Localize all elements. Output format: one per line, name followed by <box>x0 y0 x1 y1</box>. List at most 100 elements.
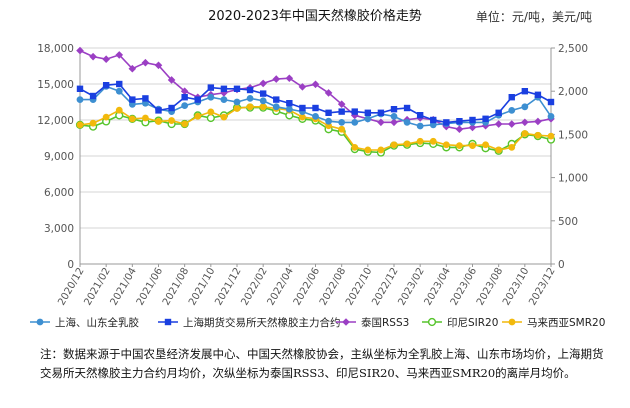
data-point <box>337 100 346 108</box>
footnote: 注：数据来源于中国农垦经济发展中心、中国天然橡胶协会，主纵坐标为全乳胶上海、山东… <box>40 347 604 380</box>
data-point <box>364 115 372 123</box>
data-point <box>285 105 293 113</box>
y-right-tick-label: 0 <box>558 259 565 271</box>
data-point <box>259 103 267 111</box>
x-tick-label: 2023/12 <box>527 266 557 307</box>
legend-item: 印尼SIR20 <box>422 317 498 329</box>
data-point <box>76 121 84 129</box>
data-point <box>168 104 175 112</box>
data-point <box>285 74 294 83</box>
data-point <box>233 85 241 92</box>
data-point <box>508 107 516 114</box>
y-right-tick-label: 1,500 <box>558 129 588 141</box>
data-point <box>272 103 280 111</box>
data-point <box>377 109 385 116</box>
data-point <box>194 112 202 120</box>
legend-marker <box>427 317 437 327</box>
data-point <box>181 102 189 109</box>
data-point <box>508 94 515 101</box>
data-point <box>521 88 529 95</box>
y-right-tick-label: 1,000 <box>558 173 588 185</box>
data-point <box>259 90 267 97</box>
data-point <box>534 117 542 126</box>
data-point <box>495 146 503 154</box>
data-point <box>442 141 450 149</box>
data-point <box>456 142 463 150</box>
data-point <box>206 113 215 123</box>
data-point <box>142 95 149 102</box>
data-point <box>547 132 555 140</box>
data-point <box>338 119 346 126</box>
data-point <box>338 125 346 133</box>
legend-marker <box>36 318 44 326</box>
y-left-tick-label: 12,000 <box>37 115 74 127</box>
data-point <box>155 107 162 114</box>
series-layer <box>75 46 556 157</box>
legend-item: 马来西亚SMR20 <box>502 317 605 329</box>
y-left-tick-label: 9,000 <box>44 151 74 163</box>
data-point <box>312 113 319 120</box>
data-point <box>390 118 398 127</box>
data-point <box>115 87 123 95</box>
series-4 <box>75 103 556 157</box>
data-point <box>76 46 84 55</box>
data-point <box>482 141 489 149</box>
data-point <box>89 52 97 61</box>
legend-marker <box>508 318 516 326</box>
legend-label: 上海、山东全乳胶 <box>55 316 139 329</box>
data-point <box>547 98 555 106</box>
legend-label: 泰国RSS3 <box>361 316 409 329</box>
y-left-tick-label: 3,000 <box>44 223 74 235</box>
data-point <box>116 80 123 88</box>
data-point <box>246 103 254 111</box>
data-point <box>167 76 176 84</box>
data-point <box>351 119 359 126</box>
data-point <box>468 123 477 132</box>
chart-canvas: 2020-2023年中国天然橡胶价格走势 单位：元/吨，美元/吨 0 3,000 6… <box>30 8 605 329</box>
data-point <box>416 122 424 130</box>
data-point <box>430 116 437 124</box>
data-point <box>128 115 136 123</box>
data-point <box>259 79 267 88</box>
y-left-tick-label: 6,000 <box>44 187 74 199</box>
series-2 <box>76 80 555 126</box>
data-point <box>207 108 215 116</box>
legend-label: 马来西亚SMR20 <box>527 317 605 329</box>
data-point <box>220 96 228 103</box>
data-point <box>207 93 215 101</box>
data-point <box>180 87 189 95</box>
data-point <box>325 109 332 116</box>
data-point <box>364 146 372 154</box>
data-point <box>220 113 228 121</box>
data-point <box>76 85 84 92</box>
data-point <box>534 91 542 98</box>
data-point <box>115 106 123 114</box>
data-point <box>181 94 188 101</box>
data-point <box>469 142 476 150</box>
data-point <box>129 96 136 103</box>
data-point <box>364 109 372 116</box>
data-point <box>259 97 267 105</box>
data-point <box>390 113 398 120</box>
data-point <box>155 118 162 125</box>
data-point <box>286 100 293 107</box>
data-point <box>443 119 450 126</box>
data-point <box>547 113 555 120</box>
y-left-tick-label: 18,000 <box>37 43 74 55</box>
legend: 上海、山东全乳胶 上海期货交易所天然橡胶主力合约 泰国RSS3 印尼SIR20 马来西亚… <box>30 316 605 329</box>
data-point <box>390 141 398 149</box>
data-point <box>168 117 175 124</box>
y-left-tick-label: 0 <box>67 259 74 271</box>
data-point <box>377 146 385 154</box>
data-point <box>324 89 333 97</box>
data-point <box>508 143 516 151</box>
data-point <box>416 112 424 119</box>
data-point <box>207 84 215 91</box>
data-point <box>377 118 385 127</box>
legend-label: 上海期货交易所天然橡胶主力合约 <box>183 316 341 329</box>
y-right-tick-label: 2,500 <box>558 43 588 55</box>
data-point <box>299 104 306 112</box>
legend-item: 泰国RSS3 <box>336 316 409 329</box>
data-point <box>233 105 241 112</box>
